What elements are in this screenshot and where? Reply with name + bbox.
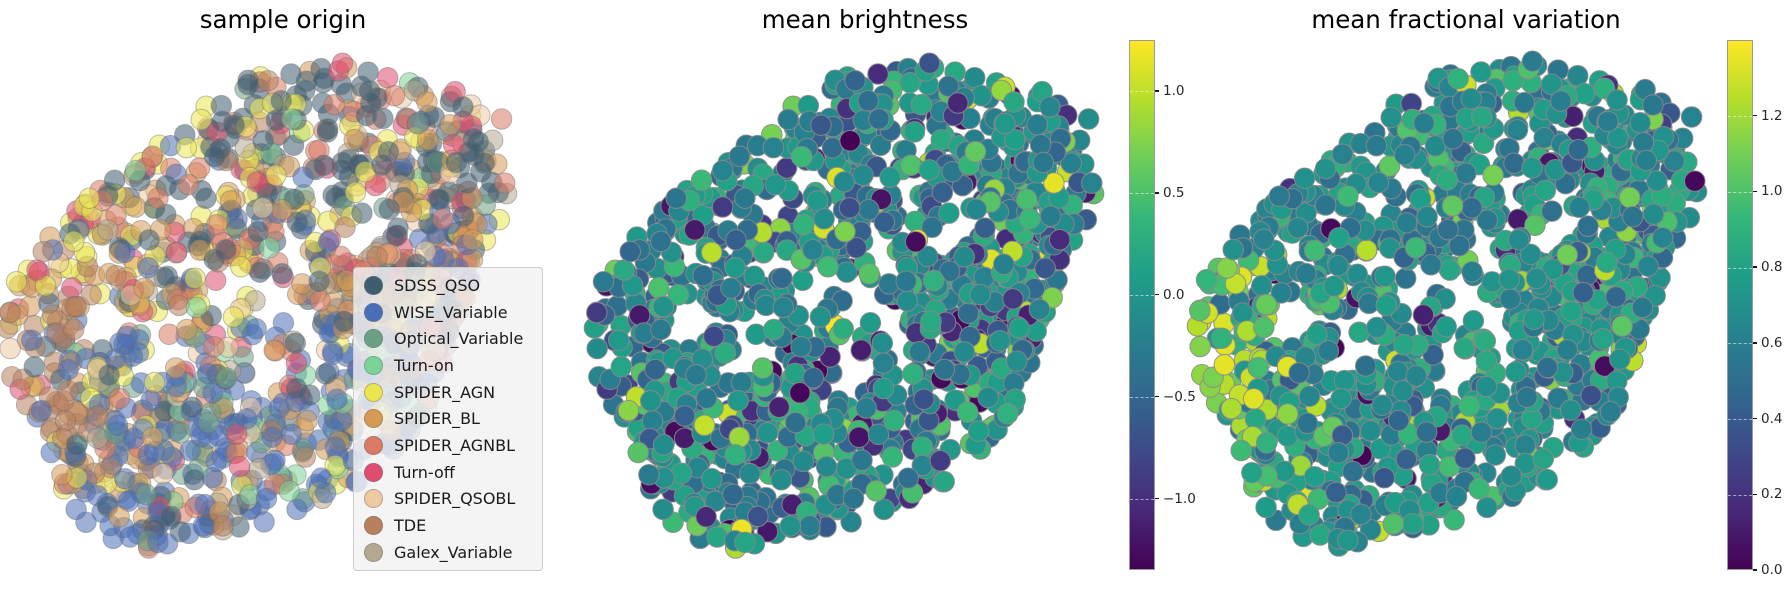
colorbar-gradient: [1129, 40, 1155, 570]
legend-label: SPIDER_AGN: [394, 382, 496, 402]
colorbar-gridline: [1130, 295, 1154, 297]
legend-item-spider-agnbl: SPIDER_AGNBL: [364, 432, 542, 459]
legend-item-turn-on: Turn-on: [364, 352, 542, 379]
legend-marker-icon: [364, 489, 383, 509]
colorbar-tick-label: 1.2: [1761, 107, 1783, 124]
legend-label: Turn-on: [394, 355, 454, 375]
colorbar-tick: [1753, 417, 1757, 420]
legend-item-optical-variable: Optical_Variable: [364, 325, 542, 352]
legend-marker-icon: [364, 542, 383, 562]
colorbar-tick: [1155, 90, 1159, 92]
colorbar-tick-label: 0.4: [1761, 410, 1783, 427]
colorbar-tick-label: 0.6: [1761, 334, 1783, 351]
colorbar-tick-label: 0.0: [1761, 562, 1783, 578]
legend-label: SPIDER_BL: [394, 409, 480, 429]
colorbar-tick-label: 0.8: [1761, 259, 1783, 276]
colorbar-gradient: [1727, 40, 1753, 572]
colorbar-tick: [1753, 190, 1757, 193]
legend-label: Optical_Variable: [394, 329, 524, 349]
colorbar-gridline: [1130, 193, 1154, 195]
colorbar-tick-label: 0.0: [1163, 286, 1185, 303]
panel-title-sample-origin: sample origin: [199, 5, 367, 34]
legend-marker-icon: [364, 409, 383, 429]
legend-item-spider-qsobl: SPIDER_QSOBL: [364, 486, 542, 513]
colorbar-gridline: [1728, 570, 1752, 572]
legend-item-tde: TDE: [364, 512, 542, 539]
legend-label: SDSS_QSO: [394, 275, 481, 295]
colorbar-gridline: [1728, 191, 1752, 193]
colorbar-tick-label: 0.5: [1163, 184, 1185, 201]
colorbar-gridline: [1130, 499, 1154, 501]
colorbar-tick-label: −1.0: [1163, 490, 1196, 507]
legend-label: WISE_Variable: [394, 302, 508, 322]
legend-marker-icon: [364, 355, 383, 375]
legend-label: SPIDER_QSOBL: [394, 489, 516, 509]
legend-item-wise-variable: WISE_Variable: [364, 299, 542, 326]
colorbar-tick: [1753, 266, 1757, 268]
legend-marker-icon: [364, 382, 383, 402]
scatter-points-panel-1: [583, 52, 1105, 559]
legend-label: SPIDER_AGNBL: [394, 435, 515, 455]
legend-marker-icon: [364, 275, 383, 295]
legend-label: TDE: [394, 516, 427, 536]
colorbar-tick: [1753, 569, 1757, 571]
legend-box: SDSS_QSO WISE_Variable Optical_Variable Tur…: [353, 267, 543, 571]
legend-item-spider-agn: SPIDER_AGN: [364, 379, 542, 406]
legend-marker-icon: [364, 516, 383, 536]
colorbar-gridline: [1728, 267, 1752, 269]
colorbar-gridline: [1728, 419, 1752, 421]
colorbar-gridline: [1130, 91, 1154, 93]
legend-item-sdss-qso: SDSS_QSO: [364, 272, 542, 299]
colorbar-gridline: [1728, 343, 1752, 345]
colorbar-tick: [1155, 294, 1159, 296]
colorbar-tick: [1753, 342, 1757, 344]
legend-item-galex-variable: Galex_Variable: [364, 539, 542, 566]
colorbar-tick: [1753, 115, 1757, 117]
legend-label: Galex_Variable: [394, 542, 513, 562]
panel-title-mean-brightness: mean brightness: [761, 5, 969, 34]
colorbar-tick: [1753, 493, 1757, 495]
colorbar-tick-label: 1.0: [1761, 183, 1783, 200]
colorbar-gridline: [1728, 494, 1752, 496]
colorbar-tick: [1155, 497, 1159, 500]
colorbar-tick: [1155, 192, 1159, 194]
colorbar-tick-label: 0.2: [1761, 486, 1783, 503]
legend-marker-icon: [364, 462, 383, 482]
legend-label: Turn-off: [394, 462, 455, 482]
colorbar-tick: [1155, 396, 1159, 398]
legend-marker-icon: [364, 302, 383, 322]
panel-title-mean-fractional-variation: mean fractional variation: [1311, 5, 1621, 34]
legend-marker-icon: [364, 329, 383, 349]
colorbar-gridline: [1728, 116, 1752, 118]
colorbar-tick-label: −0.5: [1163, 388, 1196, 405]
legend-item-turn-off: Turn-off: [364, 459, 542, 486]
colorbar-tick-label: 1.0: [1163, 82, 1185, 99]
colorbar-gridline: [1130, 397, 1154, 399]
legend-item-spider-bl: SPIDER_BL: [364, 405, 542, 432]
scatter-points-panel-2: [1186, 50, 1708, 557]
legend-marker-icon: [364, 435, 383, 455]
